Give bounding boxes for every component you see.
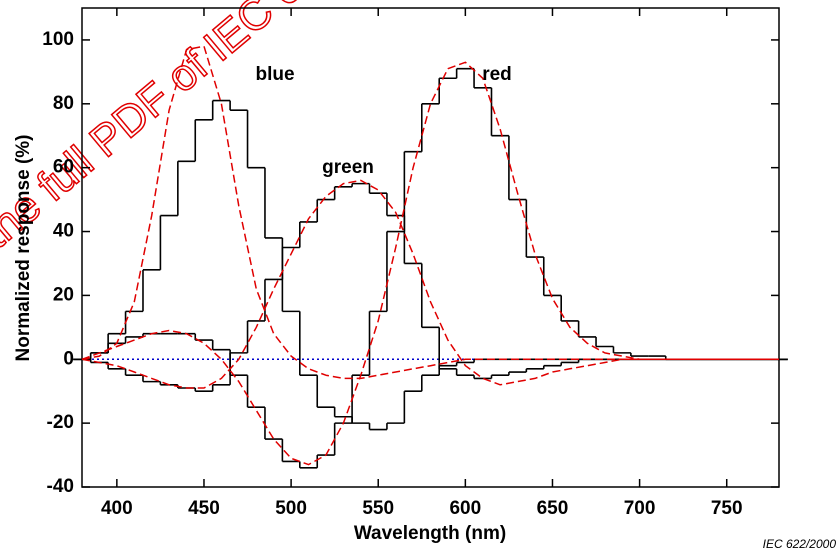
curve-label: blue <box>255 64 294 85</box>
x-axis-label: Wavelength (nm) <box>354 523 506 544</box>
x-tick-label: 500 <box>275 498 307 519</box>
x-tick-label: 600 <box>449 498 481 519</box>
y-tick-label: 60 <box>53 157 74 178</box>
plot-frame <box>81 7 780 488</box>
x-tick-label: 700 <box>624 498 656 519</box>
x-tick-label: 400 <box>101 498 133 519</box>
y-tick-label: -40 <box>47 476 74 497</box>
y-tick-label: 20 <box>53 284 74 305</box>
footnote: IEC 622/2000 <box>763 537 837 551</box>
x-tick-label: 550 <box>362 498 394 519</box>
dashed-curve <box>81 179 779 389</box>
y-tick-label: 0 <box>63 348 74 369</box>
y-tick-label: 100 <box>42 29 74 50</box>
curve-label: red <box>482 64 512 85</box>
x-tick-label: 450 <box>188 498 220 519</box>
y-axis-label: Normalized response (%) <box>13 135 34 362</box>
x-tick-label: 750 <box>711 498 743 519</box>
curve-label: green <box>322 157 374 178</box>
dashed-curve <box>81 61 779 466</box>
x-tick-label: 650 <box>537 498 569 519</box>
y-tick-label: 80 <box>53 93 74 114</box>
y-tick-label: -20 <box>47 412 74 433</box>
y-tick-label: 40 <box>53 221 74 242</box>
